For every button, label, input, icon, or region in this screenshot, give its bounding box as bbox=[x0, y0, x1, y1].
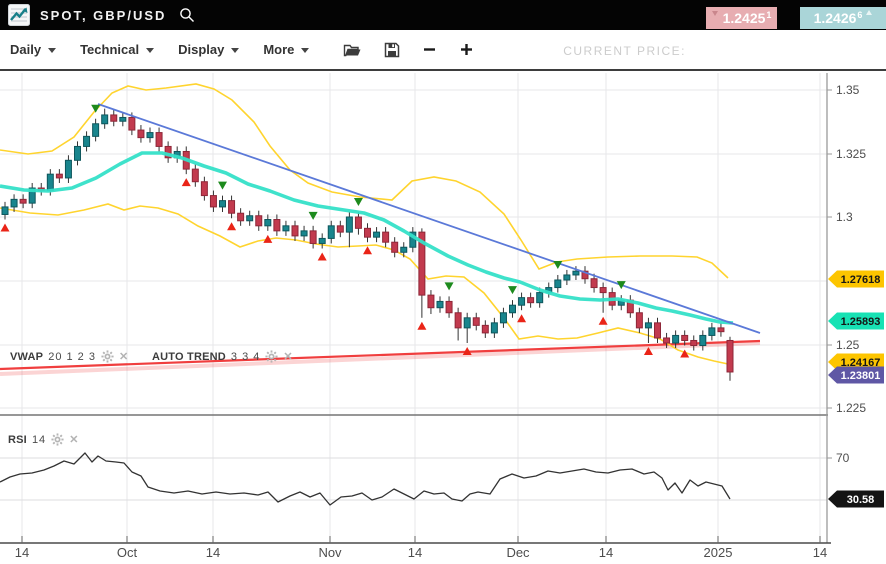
vwap-name: VWAP bbox=[10, 350, 44, 363]
toolbar: Daily Technical Display More bbox=[0, 30, 886, 71]
svg-text:2025: 2025 bbox=[704, 545, 733, 560]
zoom-in-icon[interactable] bbox=[459, 42, 474, 57]
auto-trend-params: 3 3 4 bbox=[230, 350, 261, 363]
current-price-label: CURRENT PRICE: bbox=[563, 43, 686, 58]
svg-text:1.27618: 1.27618 bbox=[841, 274, 881, 286]
svg-text:1.24167: 1.24167 bbox=[841, 357, 881, 369]
auto-trend-indicator-label: AUTO TREND 3 3 4 ✕ bbox=[152, 350, 293, 363]
auto-trend-name: AUTO TREND bbox=[152, 350, 226, 363]
rsi-indicator-label: RSI 14 ✕ bbox=[8, 433, 78, 446]
svg-text:14: 14 bbox=[206, 545, 220, 560]
menu-more-label: More bbox=[263, 42, 295, 57]
chevron-down-icon bbox=[301, 48, 310, 53]
svg-text:30.58: 30.58 bbox=[847, 494, 875, 506]
ask-price-value: 1.2426 bbox=[813, 10, 857, 26]
menu-timeframe-label: Daily bbox=[10, 42, 42, 57]
chevron-down-icon bbox=[48, 48, 57, 53]
svg-text:14: 14 bbox=[813, 545, 827, 560]
menu-technical[interactable]: Technical bbox=[80, 42, 155, 57]
gear-icon[interactable] bbox=[265, 350, 278, 363]
bid-price-value: 1.2425 bbox=[722, 10, 766, 26]
zoom-out-icon[interactable] bbox=[422, 42, 437, 57]
svg-text:Oct: Oct bbox=[117, 545, 138, 560]
svg-text:1.35: 1.35 bbox=[836, 83, 860, 97]
svg-text:1.3: 1.3 bbox=[836, 210, 853, 224]
gear-icon[interactable] bbox=[101, 350, 114, 363]
arrow-up-icon bbox=[866, 10, 873, 15]
chevron-down-icon bbox=[146, 48, 155, 53]
svg-text:14: 14 bbox=[408, 545, 422, 560]
svg-text:Dec: Dec bbox=[506, 545, 530, 560]
menu-technical-label: Technical bbox=[80, 42, 140, 57]
svg-text:70: 70 bbox=[836, 451, 850, 465]
search-icon[interactable] bbox=[178, 6, 196, 24]
bid-price-pip: 1 bbox=[766, 10, 772, 20]
open-folder-icon[interactable] bbox=[343, 42, 362, 58]
svg-text:1.23801: 1.23801 bbox=[841, 370, 881, 382]
bid-price-box[interactable]: 1.2425 1 bbox=[706, 7, 777, 29]
menu-timeframe[interactable]: Daily bbox=[10, 42, 57, 57]
arrow-down-icon bbox=[711, 11, 718, 16]
svg-text:14: 14 bbox=[599, 545, 613, 560]
ask-price-pip: 6 bbox=[857, 10, 863, 20]
close-indicator-icon[interactable]: ✕ bbox=[69, 433, 79, 446]
save-icon[interactable] bbox=[384, 42, 400, 58]
svg-text:1.225: 1.225 bbox=[836, 401, 866, 415]
menu-display-label: Display bbox=[178, 42, 225, 57]
svg-text:14: 14 bbox=[15, 545, 29, 560]
window-title: SPOT, GBP/USD bbox=[40, 7, 167, 23]
menu-display[interactable]: Display bbox=[178, 42, 240, 57]
chevron-down-icon bbox=[231, 48, 240, 53]
vwap-indicator-label: VWAP 20 1 2 3 ✕ bbox=[10, 350, 128, 363]
vwap-params: 20 1 2 3 bbox=[48, 350, 96, 363]
close-indicator-icon[interactable]: ✕ bbox=[118, 350, 129, 363]
menu-more[interactable]: More bbox=[263, 42, 310, 57]
rsi-name: RSI bbox=[8, 433, 27, 446]
close-indicator-icon[interactable]: ✕ bbox=[283, 350, 293, 363]
svg-text:1.25893: 1.25893 bbox=[841, 316, 881, 328]
svg-text:Nov: Nov bbox=[318, 545, 342, 560]
app-logo-icon bbox=[8, 4, 30, 26]
svg-text:1.25: 1.25 bbox=[836, 338, 860, 352]
ask-price-box[interactable]: 1.2426 6 bbox=[800, 7, 886, 29]
svg-text:1.325: 1.325 bbox=[836, 147, 866, 161]
rsi-params: 14 bbox=[31, 433, 47, 446]
gear-icon[interactable] bbox=[51, 433, 64, 446]
